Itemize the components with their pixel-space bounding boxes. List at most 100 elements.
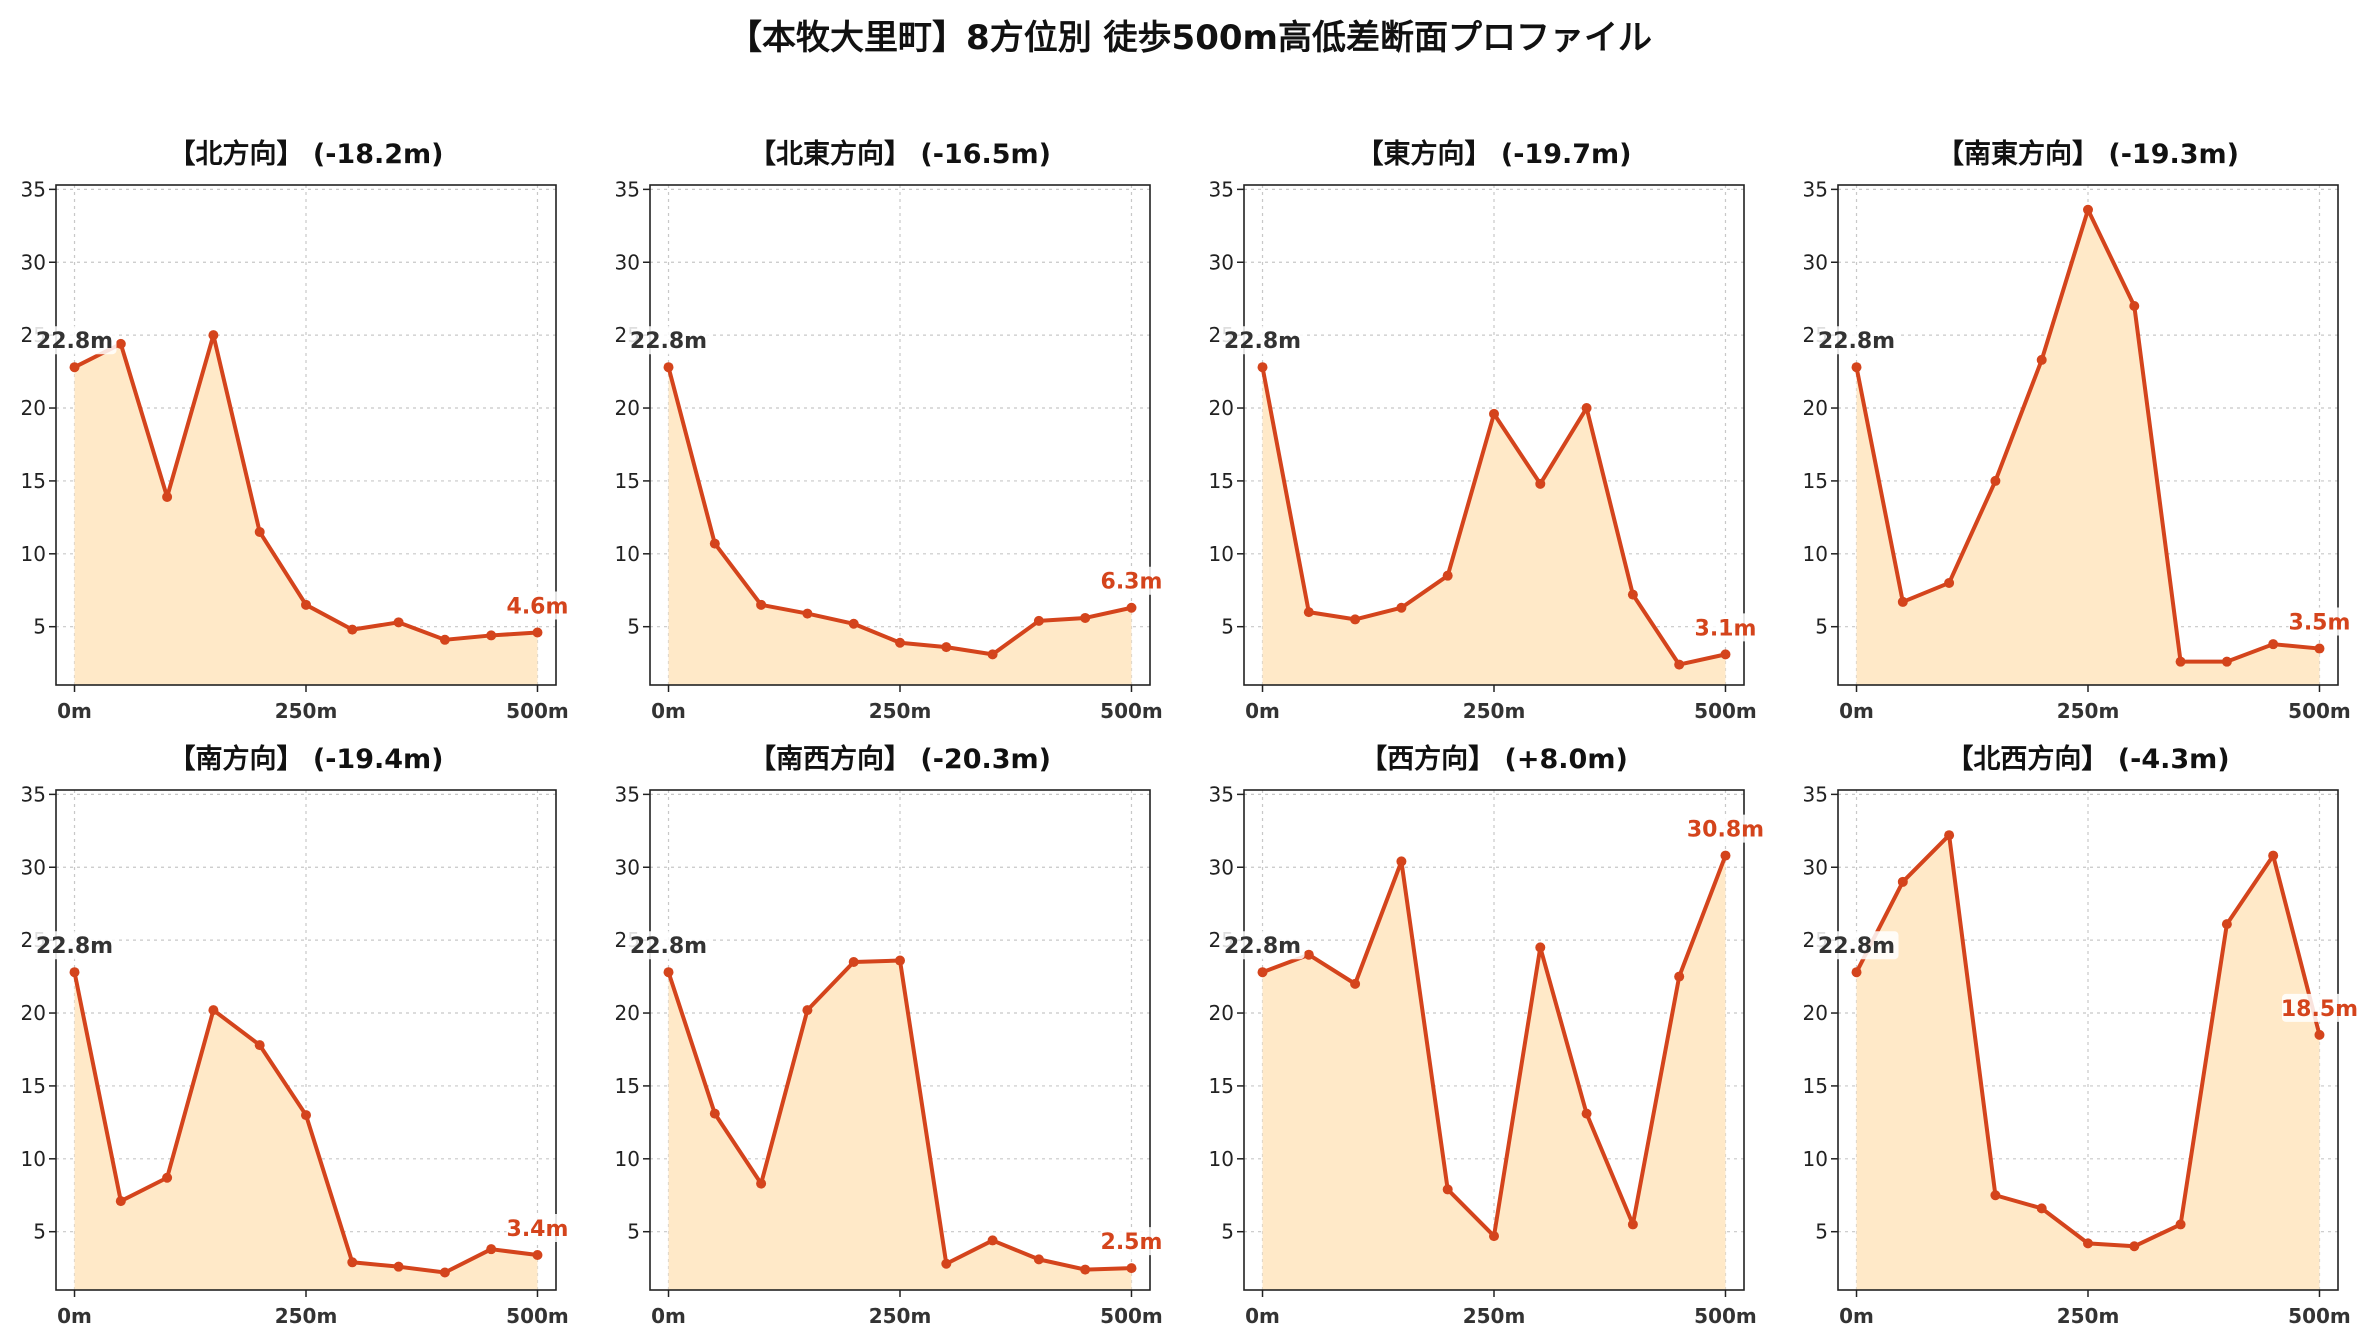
end-elevation-label: 6.3m: [1101, 570, 1163, 595]
y-tick-label: 15: [1209, 1074, 1234, 1098]
chart-panel: 【南方向】 (-19.4m)51015202530350m250m500m22.…: [21, 743, 569, 1328]
y-tick-label: 35: [1803, 782, 1828, 806]
x-tick-label: 0m: [651, 1304, 686, 1328]
start-label-bg: [32, 326, 117, 355]
data-point: [208, 330, 219, 341]
x-tick-label: 500m: [506, 699, 569, 723]
data-point: [1944, 577, 1955, 588]
data-point: [1851, 362, 1862, 373]
y-tick-label: 30: [21, 855, 46, 879]
profile-area: [1262, 367, 1726, 685]
data-point: [115, 338, 126, 349]
start-elevation-label: 22.8m: [1224, 329, 1301, 354]
chart-title: 【南方向】 (-19.4m): [168, 743, 443, 775]
data-point: [1990, 475, 2001, 486]
data-point: [1535, 942, 1546, 953]
y-tick-label: 35: [21, 782, 46, 806]
data-point: [1303, 949, 1314, 960]
data-point: [208, 1005, 219, 1016]
data-point: [1080, 1264, 1091, 1275]
data-point: [1080, 612, 1091, 623]
data-point: [1897, 876, 1908, 887]
data-point: [1489, 408, 1499, 419]
end-elevation-label: 3.4m: [507, 1217, 569, 1242]
data-point: [756, 599, 767, 610]
x-tick-label: 500m: [1100, 699, 1163, 723]
data-point: [2221, 656, 2232, 667]
chart-panel: 【北方向】 (-18.2m)51015202530350m250m500m22.…: [21, 138, 569, 723]
y-tick-label: 35: [1209, 782, 1234, 806]
y-tick-label: 30: [1209, 250, 1234, 274]
y-tick-label: 5: [1815, 1220, 1828, 1244]
x-tick-label: 500m: [1694, 699, 1757, 723]
start-label-bg: [626, 931, 711, 960]
end-elevation-label: 3.5m: [2289, 611, 2351, 636]
y-tick-label: 35: [615, 177, 640, 201]
x-tick-label: 0m: [57, 1304, 92, 1328]
end-label-bg: [1687, 814, 1763, 843]
y-tick-label: 15: [21, 469, 46, 493]
profile-area: [1856, 209, 2320, 685]
data-point: [393, 1261, 404, 1272]
y-tick-label: 20: [1209, 396, 1234, 420]
x-tick-label: 0m: [1245, 1304, 1280, 1328]
data-point: [1674, 659, 1685, 670]
data-point: [1442, 1184, 1453, 1195]
data-point: [709, 538, 720, 549]
profile-area: [668, 367, 1132, 685]
x-tick-label: 250m: [2057, 699, 2120, 723]
x-tick-label: 500m: [1694, 1304, 1757, 1328]
y-tick-label: 5: [1815, 615, 1828, 639]
chart-title: 【北東方向】 (-16.5m): [749, 138, 1051, 170]
chart-title: 【南東方向】 (-19.3m): [1937, 138, 2239, 170]
y-tick-label: 15: [1803, 1074, 1828, 1098]
data-point: [802, 1005, 813, 1016]
y-tick-label: 5: [1221, 615, 1234, 639]
data-point: [2036, 354, 2047, 365]
data-point: [2129, 1241, 2140, 1252]
end-elevation-label: 3.1m: [1695, 616, 1757, 641]
start-label-bg: [32, 931, 117, 960]
data-point: [69, 362, 80, 373]
data-point: [532, 627, 543, 638]
data-point: [162, 1172, 173, 1183]
data-point: [1627, 589, 1638, 600]
start-elevation-label: 22.8m: [36, 329, 113, 354]
data-point: [941, 1258, 952, 1269]
end-label-bg: [1100, 566, 1163, 595]
data-point: [301, 1110, 311, 1121]
chart-title: 【東方向】 (-19.7m): [1356, 138, 1631, 170]
y-tick-label: 30: [615, 855, 640, 879]
start-elevation-label: 22.8m: [1224, 934, 1301, 959]
x-tick-label: 500m: [2288, 1304, 2351, 1328]
x-tick-label: 0m: [651, 699, 686, 723]
data-point: [393, 617, 404, 628]
data-point: [301, 599, 311, 610]
y-tick-label: 30: [21, 250, 46, 274]
data-point: [2175, 656, 2186, 667]
data-point: [439, 634, 450, 645]
data-point: [1535, 478, 1546, 489]
start-label-bg: [1814, 931, 1899, 960]
data-point: [1489, 1231, 1499, 1242]
profile-area: [74, 972, 538, 1290]
x-tick-label: 500m: [506, 1304, 569, 1328]
end-label-bg: [1694, 613, 1757, 642]
y-tick-label: 30: [1803, 855, 1828, 879]
data-point: [486, 1244, 497, 1255]
y-tick-label: 20: [21, 1001, 46, 1025]
y-tick-label: 35: [1209, 177, 1234, 201]
x-tick-label: 0m: [1245, 699, 1280, 723]
y-tick-label: 10: [1209, 542, 1234, 566]
data-point: [347, 624, 358, 635]
start-elevation-label: 22.8m: [630, 934, 707, 959]
data-point: [895, 637, 905, 648]
y-tick-label: 15: [1209, 469, 1234, 493]
y-tick-label: 10: [1803, 1147, 1828, 1171]
chart-panel: 【南東方向】 (-19.3m)51015202530350m250m500m22…: [1803, 138, 2351, 723]
y-tick-label: 30: [1209, 855, 1234, 879]
data-point: [1126, 1263, 1137, 1274]
data-point: [1851, 967, 1862, 978]
start-label-bg: [1220, 931, 1305, 960]
data-point: [1720, 649, 1731, 660]
